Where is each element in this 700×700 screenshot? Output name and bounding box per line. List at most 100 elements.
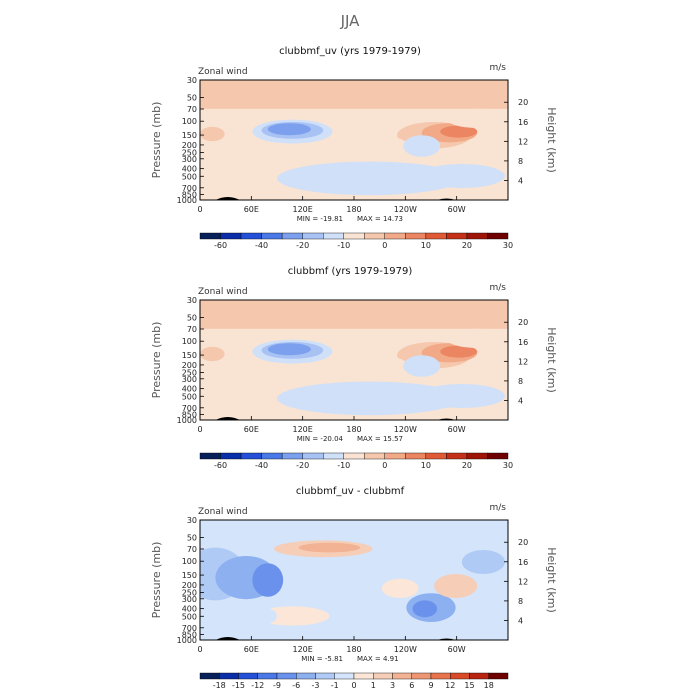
colorbar-swatch — [373, 672, 393, 680]
contour-region — [446, 328, 508, 348]
contour-region — [440, 125, 478, 138]
y-right-axis-title: Height (km) — [545, 327, 558, 393]
colorbar-label: 18 — [484, 681, 494, 690]
colorbar-swatch — [487, 232, 509, 240]
colorbar-label: 3 — [390, 681, 395, 690]
max-label: MAX = 4.91 — [357, 655, 399, 663]
colorbar-label: -1 — [331, 681, 339, 690]
y-right-tick-label: 16 — [518, 558, 528, 567]
colorbar-label: -10 — [337, 241, 350, 250]
y-tick-label: 50 — [187, 93, 197, 102]
y-tick-label: 500 — [182, 172, 197, 181]
y-tick-label: 200 — [182, 361, 197, 370]
colorbar-swatch — [257, 672, 278, 680]
y-tick-label: 50 — [187, 533, 197, 542]
y-tick-label: 250 — [182, 589, 197, 598]
contour-region — [329, 354, 410, 381]
y-tick-label: 30 — [187, 76, 197, 85]
colorbar-label: -60 — [214, 241, 227, 250]
contour-field — [200, 80, 508, 200]
colorbar-swatch — [364, 232, 385, 240]
colorbar-label: 20 — [462, 241, 472, 250]
y-tick-label: 700 — [182, 404, 197, 413]
contour-region — [332, 604, 407, 628]
colorbar-swatch — [488, 672, 509, 680]
colorbar-label: -40 — [255, 241, 268, 250]
colorbar-swatch — [199, 672, 220, 680]
colorbar-label: -10 — [337, 461, 350, 470]
colorbar-label: 1 — [371, 681, 376, 690]
y-right-tick-label: 12 — [518, 577, 528, 586]
colorbar-label: 10 — [421, 461, 431, 470]
y-tick-label: 850 — [182, 410, 197, 419]
colorbar-swatch — [411, 672, 432, 680]
colorbar-swatch — [392, 672, 412, 680]
colorbar-swatch — [425, 452, 447, 460]
y-tick-label: 700 — [182, 184, 197, 193]
y-tick-label: 50 — [187, 313, 197, 322]
x-tick-label: 0 — [197, 205, 202, 214]
contour-region — [277, 161, 462, 196]
contour-region — [215, 604, 277, 628]
colorbar-swatch — [430, 672, 451, 680]
chart-title: clubbmf_uv (yrs 1979-1979) — [279, 46, 421, 57]
y-tick-label: 300 — [182, 375, 197, 384]
colorbar-swatch — [364, 452, 385, 460]
x-tick-label: 60E — [244, 425, 259, 434]
y-tick-label: 30 — [187, 296, 197, 305]
colorbar-swatch — [466, 452, 488, 460]
y-tick-label: 100 — [182, 557, 197, 566]
colorbar-label: 0 — [382, 461, 387, 470]
x-tick-label: 180 — [346, 205, 361, 214]
x-tick-label: 0 — [197, 645, 202, 654]
max-label: MAX = 14.73 — [357, 215, 403, 223]
y-tick-label: 1000 — [177, 636, 197, 645]
contour-region — [446, 108, 508, 128]
contour-region — [267, 343, 311, 356]
chart-title: clubbmf (yrs 1979-1979) — [288, 266, 413, 277]
colorbar-swatch — [425, 232, 447, 240]
colorbar-swatch — [302, 232, 324, 240]
colorbar-swatch — [487, 452, 509, 460]
topography — [215, 637, 241, 640]
units-label: m/s — [490, 283, 507, 293]
y-right-tick-label: 20 — [518, 318, 528, 327]
min-label: MIN = -20.04 — [297, 435, 344, 443]
y-right-tick-label: 20 — [518, 538, 528, 547]
colorbar-swatch — [238, 672, 258, 680]
colorbar-label: 0 — [382, 241, 387, 250]
colorbar-label: -18 — [213, 681, 226, 690]
x-tick-label: 180 — [346, 645, 361, 654]
x-tick-label: 60W — [448, 205, 466, 214]
y-right-tick-label: 12 — [518, 137, 528, 146]
units-label: m/s — [490, 503, 507, 513]
y-right-axis-title: Height (km) — [545, 547, 558, 613]
contour-region — [329, 134, 410, 161]
colorbar-swatch — [281, 452, 303, 460]
colorbar-swatch — [296, 672, 316, 680]
colorbar-swatch — [261, 452, 283, 460]
colorbar-swatch — [220, 232, 242, 240]
colorbar-swatch — [240, 232, 262, 240]
colorbar-label: -40 — [255, 461, 268, 470]
colorbar-swatch — [405, 452, 427, 460]
colorbar-label: -20 — [296, 241, 309, 250]
y-tick-label: 300 — [182, 595, 197, 604]
max-label: MAX = 15.57 — [357, 435, 403, 443]
y-axis-title: Pressure (mb) — [150, 542, 163, 619]
min-label: MIN = -5.81 — [301, 655, 343, 663]
contour-field — [200, 300, 508, 420]
contour-region — [434, 574, 478, 598]
field-label: Zonal wind — [198, 507, 248, 517]
y-right-tick-label: 16 — [518, 118, 528, 127]
y-tick-label: 150 — [182, 571, 197, 580]
x-tick-label: 120E — [293, 205, 313, 214]
contour-region — [412, 600, 438, 618]
y-tick-label: 850 — [182, 190, 197, 199]
colorbar-label: -15 — [232, 681, 245, 690]
contour-region — [403, 355, 441, 377]
field-label: Zonal wind — [198, 67, 248, 77]
y-tick-label: 850 — [182, 630, 197, 639]
colorbar-label: 20 — [462, 461, 472, 470]
